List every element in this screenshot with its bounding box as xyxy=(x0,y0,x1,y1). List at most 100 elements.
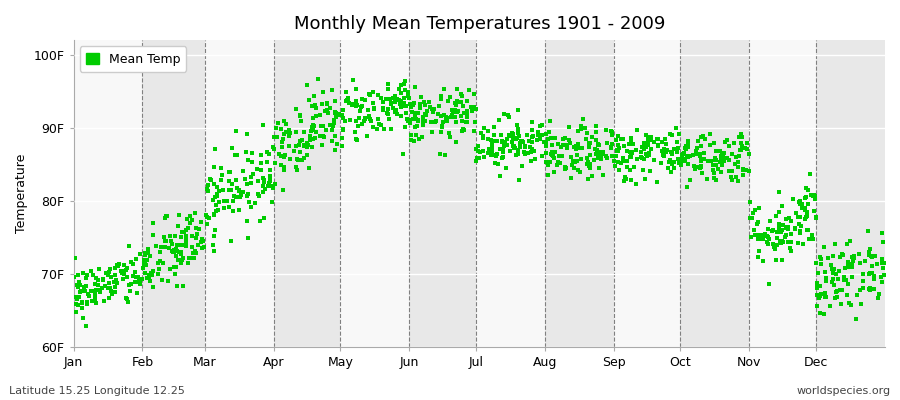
Point xyxy=(449,102,464,108)
Point xyxy=(743,234,758,240)
Point xyxy=(103,285,117,292)
Point xyxy=(605,132,619,138)
Point xyxy=(841,264,855,270)
Point xyxy=(320,100,335,107)
Point xyxy=(128,269,142,276)
Point xyxy=(674,158,688,165)
Point xyxy=(589,146,603,152)
Point xyxy=(398,124,412,130)
Point xyxy=(293,149,308,156)
Point xyxy=(166,248,180,255)
Point xyxy=(327,117,341,123)
Point xyxy=(229,194,243,200)
Point xyxy=(354,104,368,111)
Point xyxy=(89,300,104,306)
Point xyxy=(407,138,421,144)
Point xyxy=(233,194,248,200)
Point xyxy=(165,237,179,244)
Point xyxy=(307,93,321,99)
Point xyxy=(729,174,743,180)
Point xyxy=(352,115,366,122)
Point xyxy=(448,106,463,113)
Point xyxy=(417,99,431,106)
Point xyxy=(700,158,715,164)
Point xyxy=(424,118,438,125)
Point xyxy=(630,156,644,162)
Point xyxy=(845,258,859,264)
Point xyxy=(254,152,268,158)
Point xyxy=(300,140,314,146)
Point xyxy=(784,248,798,254)
Point xyxy=(275,144,290,150)
Point xyxy=(272,151,286,157)
Point xyxy=(694,158,708,164)
Point xyxy=(775,238,789,244)
Point xyxy=(862,286,877,292)
Point xyxy=(350,122,365,129)
Point xyxy=(126,261,140,268)
Point xyxy=(670,149,684,155)
Point xyxy=(230,185,244,192)
Point xyxy=(221,204,236,210)
Point xyxy=(176,242,190,248)
Point xyxy=(134,276,148,282)
Point xyxy=(608,137,623,143)
Point xyxy=(459,108,473,114)
Point xyxy=(179,237,194,244)
Point xyxy=(590,152,605,158)
Point xyxy=(141,272,156,278)
Point xyxy=(801,227,815,233)
Point xyxy=(323,105,338,112)
Point xyxy=(605,153,619,160)
Point xyxy=(257,214,272,221)
Point xyxy=(274,126,288,132)
Point xyxy=(580,130,595,136)
Point xyxy=(697,156,711,162)
Point xyxy=(174,260,188,266)
Point xyxy=(751,254,765,261)
Point xyxy=(371,92,385,98)
Point xyxy=(680,138,695,144)
Point xyxy=(254,167,268,174)
Point xyxy=(399,110,413,116)
Point xyxy=(327,120,341,126)
Point xyxy=(867,276,881,282)
Point xyxy=(814,292,828,299)
Point xyxy=(858,258,872,265)
Point xyxy=(865,270,879,277)
Point xyxy=(416,118,430,124)
Point xyxy=(76,315,90,321)
Point xyxy=(145,272,159,278)
Point xyxy=(856,278,870,284)
Point xyxy=(647,139,662,145)
Point xyxy=(824,266,839,272)
Point xyxy=(657,153,671,159)
Point xyxy=(826,276,841,282)
Point xyxy=(176,283,191,289)
Point xyxy=(528,156,543,162)
Point xyxy=(819,277,833,284)
Point xyxy=(160,212,175,219)
Point xyxy=(307,122,321,129)
Point xyxy=(677,150,691,156)
Point xyxy=(436,124,450,130)
Point xyxy=(692,165,706,172)
Point xyxy=(751,219,765,225)
Point xyxy=(73,282,87,288)
Point xyxy=(792,198,806,205)
Point xyxy=(471,148,485,155)
Point xyxy=(797,205,812,211)
Point xyxy=(476,133,491,140)
Point xyxy=(146,232,160,238)
Point xyxy=(619,175,634,182)
Point xyxy=(796,204,810,211)
Point xyxy=(310,113,324,119)
Point xyxy=(538,131,553,137)
Point xyxy=(77,284,92,291)
Point xyxy=(611,148,625,155)
Point xyxy=(526,132,540,139)
Point xyxy=(427,106,441,112)
Point xyxy=(265,182,279,189)
Point xyxy=(166,264,181,270)
Point xyxy=(556,142,571,148)
